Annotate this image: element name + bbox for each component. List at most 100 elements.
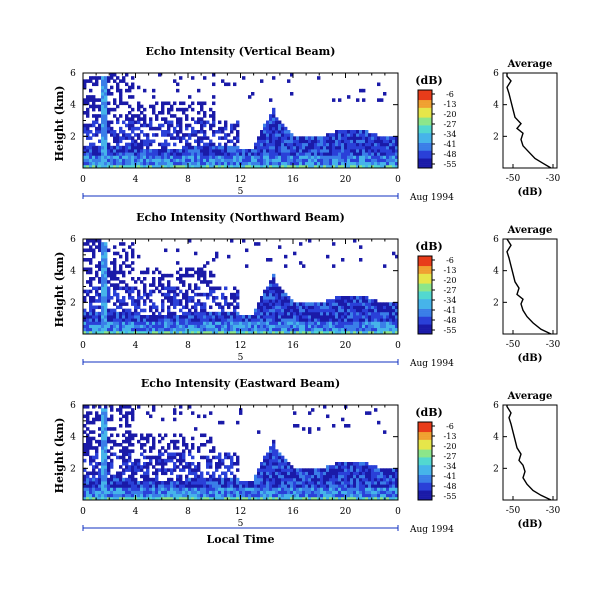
heat-cell bbox=[218, 142, 222, 147]
heat-cell bbox=[326, 299, 330, 303]
colorbar-cell bbox=[418, 162, 432, 165]
heat-cell bbox=[275, 311, 279, 316]
heat-cell bbox=[374, 465, 378, 469]
heat-cell bbox=[284, 155, 288, 159]
heat-cell bbox=[377, 155, 381, 159]
heat-cell bbox=[266, 133, 270, 137]
heat-cell bbox=[116, 299, 120, 303]
heat-cell bbox=[197, 487, 201, 491]
heat-cell bbox=[107, 152, 111, 156]
heat-cell bbox=[149, 152, 153, 156]
heat-cell bbox=[188, 296, 192, 300]
heat-cell bbox=[194, 427, 198, 431]
heat-cell bbox=[119, 477, 123, 482]
heat-cell bbox=[176, 136, 180, 140]
heat-cell bbox=[284, 465, 288, 469]
heat-cell bbox=[134, 139, 138, 144]
heat-cell bbox=[314, 315, 318, 319]
heat-cell bbox=[350, 164, 354, 169]
heat-cell bbox=[227, 164, 231, 169]
heat-cell bbox=[128, 424, 132, 428]
heat-cell bbox=[293, 484, 297, 488]
heat-cell bbox=[368, 149, 372, 153]
panel-1: Echo Intensity (Vertical Beam)642Height … bbox=[53, 45, 561, 203]
heat-cell bbox=[95, 120, 99, 125]
heat-cell bbox=[140, 318, 144, 322]
heat-cell bbox=[203, 158, 207, 163]
heat-cell bbox=[257, 302, 261, 306]
heat-cell bbox=[221, 308, 225, 313]
heat-cell bbox=[362, 468, 366, 472]
heat-cell bbox=[149, 299, 153, 303]
heat-cell bbox=[215, 318, 219, 322]
heat-cell bbox=[101, 145, 105, 150]
heat-cell bbox=[140, 158, 144, 163]
heat-cell bbox=[176, 302, 180, 306]
heat-cell bbox=[242, 239, 246, 243]
heat-cell bbox=[389, 484, 393, 488]
heat-cell bbox=[197, 111, 201, 115]
heat-cell bbox=[95, 493, 99, 498]
heat-cell bbox=[269, 308, 273, 313]
heat-cell bbox=[110, 318, 114, 322]
heat-cell bbox=[134, 120, 138, 125]
heat-cell bbox=[332, 242, 336, 246]
heat-cell bbox=[368, 318, 372, 322]
heat-cell bbox=[377, 324, 381, 329]
heat-cell bbox=[194, 120, 198, 125]
heat-cell bbox=[131, 327, 135, 332]
heat-cell bbox=[269, 258, 273, 262]
heat-cell bbox=[332, 311, 336, 316]
heat-cell bbox=[305, 481, 309, 485]
heat-cell bbox=[200, 292, 204, 297]
heat-cell bbox=[119, 88, 123, 93]
heat-cell bbox=[155, 305, 159, 310]
heat-cell bbox=[275, 139, 279, 144]
heat-cell bbox=[104, 136, 108, 140]
heat-cell bbox=[131, 161, 135, 166]
heat-cell bbox=[152, 477, 156, 482]
colorbar-cell bbox=[418, 441, 432, 444]
heat-cell bbox=[233, 315, 237, 319]
heat-cell bbox=[122, 261, 126, 265]
heat-cell bbox=[110, 446, 114, 450]
heat-cell bbox=[158, 111, 162, 115]
heat-cell bbox=[140, 296, 144, 300]
heat-cell bbox=[386, 145, 390, 150]
heat-cell bbox=[119, 92, 123, 96]
heat-cell bbox=[275, 462, 279, 466]
heat-cell bbox=[224, 327, 228, 332]
heat-cell bbox=[188, 299, 192, 303]
heat-cell bbox=[170, 302, 174, 306]
heat-cell bbox=[194, 490, 198, 495]
heat-cell bbox=[164, 330, 168, 335]
heat-cell bbox=[377, 496, 381, 501]
colorbar-cell bbox=[418, 109, 432, 112]
heat-cell bbox=[191, 155, 195, 159]
heat-cell bbox=[143, 114, 147, 118]
colorbar-cell bbox=[418, 443, 432, 446]
heat-cell bbox=[305, 158, 309, 163]
heat-cell bbox=[107, 142, 111, 147]
heat-cell bbox=[302, 477, 306, 482]
heat-cell bbox=[299, 315, 303, 319]
heat-cell bbox=[338, 142, 342, 147]
heat-cell bbox=[341, 308, 345, 313]
heat-cell bbox=[344, 142, 348, 147]
heat-cell bbox=[350, 149, 354, 153]
heat-cell bbox=[374, 318, 378, 322]
heat-cell bbox=[95, 270, 99, 275]
heat-cell bbox=[95, 462, 99, 466]
heat-cell bbox=[302, 149, 306, 153]
heat-cell bbox=[338, 330, 342, 335]
heat-cell bbox=[86, 126, 90, 131]
heat-cell bbox=[311, 324, 315, 329]
heat-cell bbox=[191, 76, 195, 80]
heat-cell bbox=[296, 496, 300, 501]
heat-cell bbox=[269, 289, 273, 294]
heat-cell bbox=[83, 164, 87, 169]
heat-cell bbox=[83, 296, 87, 300]
heat-cell bbox=[230, 493, 234, 498]
heat-cell bbox=[314, 474, 318, 479]
heat-cell bbox=[212, 484, 216, 488]
